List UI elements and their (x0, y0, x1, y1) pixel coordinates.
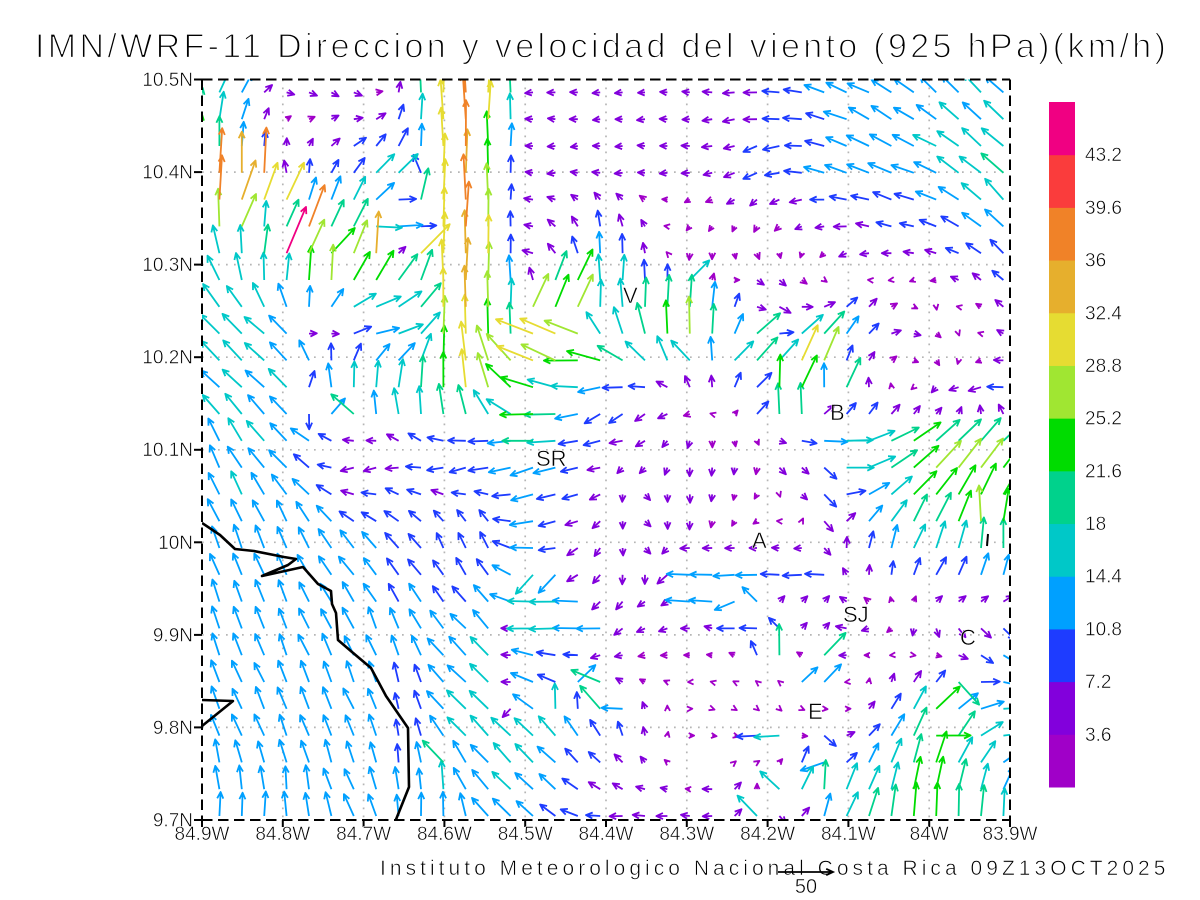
svg-text:Instituto Meteorologico Nacion: Instituto Meteorologico Nacional Costa R… (380, 857, 1169, 880)
svg-text:B: B (830, 400, 845, 425)
svg-text:10.2N: 10.2N (142, 348, 193, 369)
svg-text:C: C (960, 625, 976, 650)
svg-text:50: 50 (795, 876, 817, 898)
svg-text:84.5W: 84.5W (498, 824, 553, 845)
svg-text:SR: SR (536, 446, 567, 471)
svg-text:10N: 10N (158, 533, 193, 554)
svg-text:84.4W: 84.4W (579, 824, 634, 845)
svg-text:9.8N: 9.8N (153, 718, 193, 739)
svg-text:E: E (808, 699, 823, 724)
svg-text:28.8: 28.8 (1085, 356, 1122, 377)
svg-text:SJ: SJ (843, 602, 869, 627)
svg-text:84.7W: 84.7W (336, 824, 391, 845)
svg-text:V: V (623, 283, 638, 308)
svg-text:84.6W: 84.6W (417, 824, 472, 845)
svg-text:32.4: 32.4 (1085, 303, 1122, 324)
svg-text:3.6: 3.6 (1085, 725, 1111, 746)
svg-text:25.2: 25.2 (1085, 409, 1122, 430)
svg-text:9.7N: 9.7N (153, 811, 193, 832)
svg-text:14.4: 14.4 (1085, 567, 1122, 588)
svg-text:10.5N: 10.5N (142, 70, 193, 91)
svg-text:84W: 84W (910, 824, 949, 845)
svg-text:39.6: 39.6 (1085, 198, 1122, 219)
svg-text:36: 36 (1085, 251, 1106, 272)
svg-text:18: 18 (1085, 514, 1106, 535)
svg-text:84.9W: 84.9W (175, 824, 230, 845)
svg-text:7.2: 7.2 (1085, 672, 1111, 693)
svg-text:84.8W: 84.8W (255, 824, 310, 845)
svg-text:10.3N: 10.3N (142, 255, 193, 276)
svg-text:10.8: 10.8 (1085, 619, 1122, 640)
svg-text:84.1W: 84.1W (821, 824, 876, 845)
svg-text:10.4N: 10.4N (142, 163, 193, 184)
svg-text:9.9N: 9.9N (153, 625, 193, 646)
svg-text:43.2: 43.2 (1085, 145, 1122, 166)
svg-text:84.2W: 84.2W (740, 824, 795, 845)
svg-text:10.1N: 10.1N (142, 440, 193, 461)
svg-text:84.3W: 84.3W (659, 824, 714, 845)
svg-text:83.9W: 83.9W (983, 824, 1038, 845)
svg-text:IMN/WRF-11 Direccion y velocid: IMN/WRF-11 Direccion y velocidad del vie… (35, 28, 1169, 66)
svg-text:A: A (752, 528, 767, 553)
svg-text:21.6: 21.6 (1085, 461, 1122, 482)
